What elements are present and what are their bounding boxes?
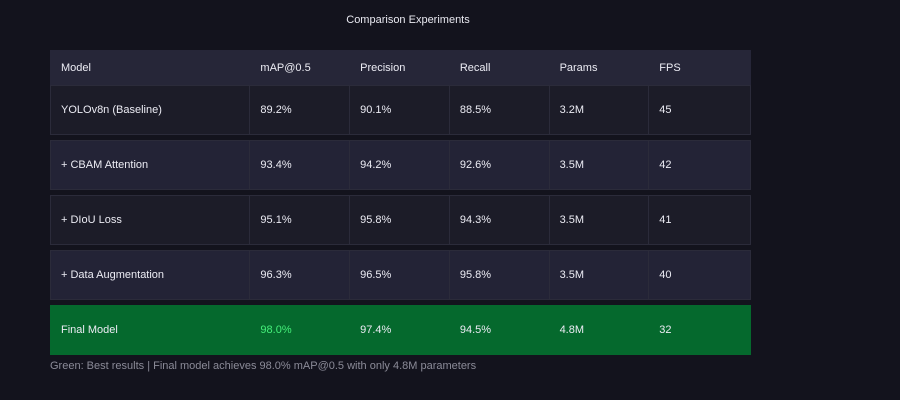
table-cell: 89.2% <box>250 86 351 134</box>
table-cell: 42 <box>659 159 672 171</box>
table-cell: 95.8% <box>350 196 450 244</box>
table-cell: 92.6% <box>450 141 550 189</box>
table-cell: 94.2% <box>350 141 450 189</box>
header-cell-params: Params <box>559 61 598 74</box>
table-footnote: Green: Best results | Final model achiev… <box>50 360 477 372</box>
table-cell: 3.5M <box>550 251 650 299</box>
table-cell: + Data Augmentation <box>51 251 251 299</box>
header-cell-map: mAP@0.5 <box>260 61 311 74</box>
header-cell-precision: Precision <box>360 61 406 74</box>
table-cell: 96.3% <box>250 251 351 299</box>
table-cell: 93.4% <box>250 141 351 189</box>
table-row-final-model: Final Model 98.0% 97.4% 94.5% 4.8M 32 <box>50 305 751 355</box>
table-cell: 90.1% <box>350 86 450 134</box>
table-cell: 3.5M <box>550 141 650 189</box>
table-cell: + DIoU Loss <box>51 196 251 244</box>
header-cell-fps: FPS <box>659 61 681 74</box>
header-cell-model: Model <box>61 61 91 74</box>
table-cell: 97.4% <box>360 324 392 336</box>
table-cell: 32 <box>659 324 672 336</box>
table-cell: + CBAM Attention <box>51 141 251 189</box>
table-row-augmentation: + Data Augmentation 96.3% 96.5% 95.8% 3.… <box>50 250 751 300</box>
table-header-row: Model mAP@0.5 Precision Recall Params FP… <box>50 50 751 85</box>
table-cell: YOLOv8n (Baseline) <box>51 86 251 134</box>
best-value-cell: 98.0% <box>260 324 292 336</box>
table-cell: 88.5% <box>450 86 550 134</box>
table-cell: 3.5M <box>550 196 650 244</box>
table-cell: 94.3% <box>450 196 550 244</box>
table-cell: 94.5% <box>459 324 492 336</box>
chart-title: Comparison Experiments <box>346 14 470 26</box>
header-cell-recall: Recall <box>459 61 491 74</box>
table-cell: 95.1% <box>250 196 351 244</box>
table-row-cbam: + CBAM Attention 93.4% 94.2% 92.6% 3.5M … <box>50 140 751 190</box>
table-cell: 40 <box>659 269 672 281</box>
table-cell: 96.5% <box>350 251 450 299</box>
table-cell: 41 <box>659 214 672 226</box>
table-cell: 3.2M <box>550 86 650 134</box>
table-row-diou: + DIoU Loss 95.1% 95.8% 94.3% 3.5M 41 <box>50 195 751 245</box>
table-cell: 45 <box>659 104 672 116</box>
table-cell: 4.8M <box>559 324 585 336</box>
table-row-baseline: YOLOv8n (Baseline) 89.2% 90.1% 88.5% 3.2… <box>50 85 751 135</box>
table-cell: Final Model <box>61 324 118 336</box>
table-cell: 95.8% <box>450 251 550 299</box>
